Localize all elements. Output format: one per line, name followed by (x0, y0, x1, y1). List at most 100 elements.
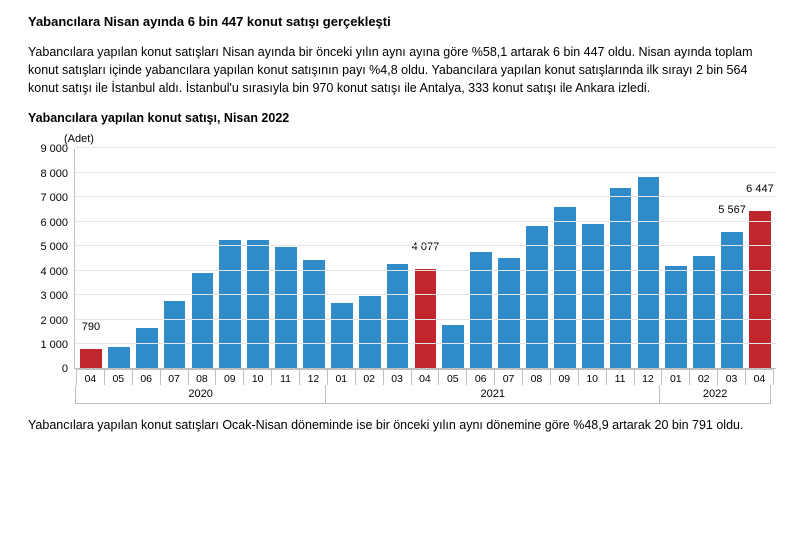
x-month-label: 10 (243, 369, 272, 385)
x-month-label: 04 (411, 369, 440, 385)
x-month-label: 05 (438, 369, 467, 385)
bar-slot: 790 (77, 349, 105, 368)
bar (387, 264, 409, 369)
x-month-label: 12 (299, 369, 328, 385)
bar-slot (161, 301, 189, 368)
x-month-label: 02 (355, 369, 384, 385)
x-month-label: 06 (466, 369, 495, 385)
bar-slot (635, 177, 663, 369)
x-month-label: 01 (327, 369, 356, 385)
bar-value-label: 6 447 (746, 183, 774, 197)
bar-slot (523, 226, 551, 369)
x-month-label: 03 (383, 369, 412, 385)
bar (721, 232, 743, 368)
gridline (75, 319, 776, 320)
x-month-label: 05 (104, 369, 133, 385)
y-tick-label: 6 000 (40, 217, 68, 229)
x-month-label: 09 (215, 369, 244, 385)
y-tick-label: 2 000 (40, 315, 68, 327)
y-tick-label: 3 000 (40, 290, 68, 302)
x-year-label: 2022 (659, 385, 771, 404)
bar (219, 240, 241, 369)
bar (638, 177, 660, 369)
gridline (75, 294, 776, 295)
bar (554, 207, 576, 368)
footer-paragraph: Yabancılara yapılan konut satışları Ocak… (28, 416, 776, 434)
bar-value-label: 5 567 (718, 204, 746, 218)
gridline (75, 221, 776, 222)
page-title: Yabancılara Nisan ayında 6 bin 447 konut… (28, 14, 776, 29)
y-tick-label: 7 000 (40, 192, 68, 204)
bar-slot (244, 240, 272, 369)
gridline (75, 343, 776, 344)
bar-slot (328, 303, 356, 369)
bar (442, 325, 464, 369)
bar (693, 256, 715, 368)
plot-area: 7904 0775 5676 447 (74, 149, 776, 369)
gridline (75, 147, 776, 148)
x-month-label: 07 (494, 369, 523, 385)
bar-chart: 0 1 000 2 000 3 000 4 000 5 000 6 000 7 000 8 00… (28, 149, 776, 404)
x-month-label: 09 (550, 369, 579, 385)
x-month-label: 08 (188, 369, 217, 385)
bar (247, 240, 269, 369)
bar (359, 296, 381, 368)
bar (192, 273, 214, 368)
bar-slot (551, 207, 579, 368)
bar (80, 349, 102, 368)
bar-slot (495, 258, 523, 368)
gridline (75, 270, 776, 271)
bar-slot (439, 325, 467, 369)
bar-value-label: 4 077 (412, 241, 440, 255)
bar (275, 247, 297, 368)
bar (610, 188, 632, 368)
x-month-label: 04 (745, 369, 774, 385)
y-tick-label: 1 000 (40, 339, 68, 351)
gridline (75, 172, 776, 173)
bar (665, 266, 687, 368)
x-month-label: 04 (76, 369, 105, 385)
x-month-label: 11 (606, 369, 635, 385)
x-month-label: 06 (132, 369, 161, 385)
y-tick-label: 0 (62, 363, 68, 375)
bar (331, 303, 353, 369)
bar (303, 260, 325, 368)
x-month-label: 03 (717, 369, 746, 385)
x-month-label: 10 (578, 369, 607, 385)
y-tick-label: 9 000 (40, 143, 68, 155)
bar-slot (384, 264, 412, 369)
x-month-label: 08 (522, 369, 551, 385)
gridline (75, 245, 776, 246)
intro-paragraph: Yabancılara yapılan konut satışları Nisa… (28, 43, 776, 97)
bar (749, 211, 771, 369)
gridline (75, 196, 776, 197)
x-year-label: 2021 (325, 385, 660, 404)
bar-slot (300, 260, 328, 368)
x-month-label: 02 (689, 369, 718, 385)
bar (498, 258, 520, 368)
bar-slot (105, 347, 133, 368)
bar (164, 301, 186, 368)
x-month-label: 11 (271, 369, 300, 385)
x-month-label: 07 (160, 369, 189, 385)
bar-slot (662, 266, 690, 368)
y-axis-unit: (Adet) (64, 133, 776, 145)
bars-container: 7904 0775 5676 447 (75, 149, 776, 368)
bar-slot: 5 567 (718, 232, 746, 368)
y-tick-label: 4 000 (40, 266, 68, 278)
bar-slot (272, 247, 300, 368)
bar (526, 226, 548, 369)
y-tick-label: 8 000 (40, 168, 68, 180)
bar-slot (216, 240, 244, 369)
x-axis-months: 0405060708091011120102030405060708091011… (74, 369, 776, 385)
bar-slot: 6 447 (746, 211, 774, 369)
bar (136, 328, 158, 369)
bar-value-label: 790 (82, 321, 100, 335)
bar (108, 347, 130, 368)
y-tick-label: 5 000 (40, 241, 68, 253)
bar-slot (690, 256, 718, 368)
x-month-label: 12 (634, 369, 663, 385)
bar-slot (133, 328, 161, 369)
x-axis-years: 202020212022 (74, 385, 776, 404)
bar-slot (607, 188, 635, 368)
